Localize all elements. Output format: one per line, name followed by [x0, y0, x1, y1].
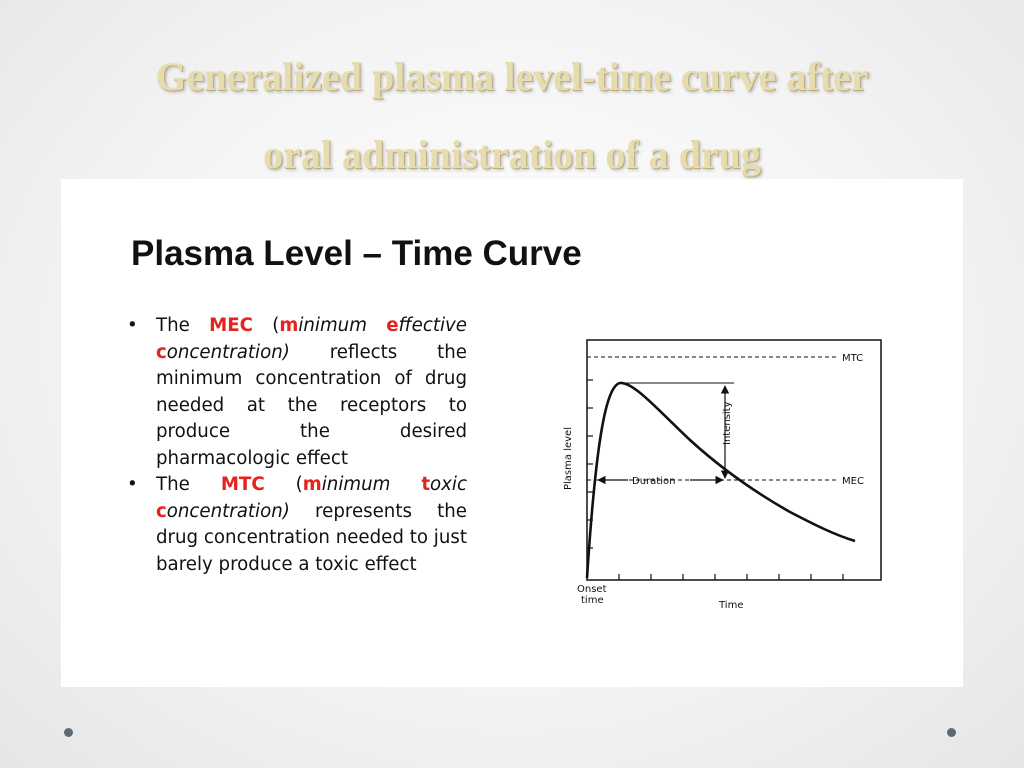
- mtc-label: MTC: [842, 353, 863, 364]
- onset-label-line1: Onset: [577, 584, 607, 595]
- bullet2-rest: represents the drug concentration needed…: [156, 500, 467, 575]
- bullet-list: The MEC (minimum effective concentration…: [127, 313, 467, 578]
- x-axis-label: Time: [718, 600, 743, 611]
- mtc-inimum: inimum: [321, 474, 422, 495]
- mec-oncentration: oncentration): [166, 341, 290, 363]
- mec-e-letter: e: [386, 315, 399, 336]
- mtc-m-letter: m: [302, 474, 322, 495]
- mtc-t-letter: t: [421, 474, 431, 495]
- mec-c-letter: c: [156, 341, 167, 363]
- intensity-label: Intensity: [722, 401, 733, 445]
- bullet1-text1: The: [156, 315, 210, 336]
- bullet2-text1: The: [156, 474, 221, 495]
- bullet1-text2: (: [252, 315, 280, 336]
- onset-label-line2: time: [581, 595, 604, 606]
- slide-title-line2: oral administration of a drug: [263, 132, 761, 177]
- duration-label: Duration: [632, 476, 675, 487]
- bullet-mtc: The MTC (minimum toxic concentration) re…: [127, 472, 467, 578]
- mec-ffective: ffective: [398, 315, 467, 336]
- plasma-curve: [585, 381, 856, 579]
- mec-m-letter: m: [279, 315, 299, 336]
- plasma-level-time-graph: MTC MEC Intensity Duration Plasma level …: [563, 339, 882, 611]
- y-axis-label: Plasma level: [563, 427, 574, 490]
- nav-dot-right: [947, 728, 956, 737]
- mec-label: MEC: [842, 476, 864, 487]
- bullet2-text2: (: [264, 474, 303, 495]
- mtc-oncentration: oncentration): [166, 500, 290, 522]
- mec-term: MEC: [209, 315, 253, 336]
- bullet1-rest: reflects the minimum concentration of dr…: [156, 341, 467, 469]
- graph-frame: [586, 339, 882, 581]
- bullet-mec: The MEC (minimum effective concentration…: [127, 313, 467, 472]
- mtc-term: MTC: [220, 474, 265, 495]
- slide-title: Generalized plasma level-time curve afte…: [40, 38, 984, 194]
- mtc-oxic: oxic: [430, 474, 467, 495]
- mec-inimum: inimum: [298, 315, 387, 336]
- content-panel: Plasma Level – Time Curve The MEC (minim…: [61, 179, 963, 687]
- mtc-c-letter: c: [156, 500, 167, 522]
- nav-dot-left: [64, 728, 73, 737]
- slide-title-line1: Generalized plasma level-time curve afte…: [155, 54, 869, 99]
- panel-heading: Plasma Level – Time Curve: [131, 234, 582, 273]
